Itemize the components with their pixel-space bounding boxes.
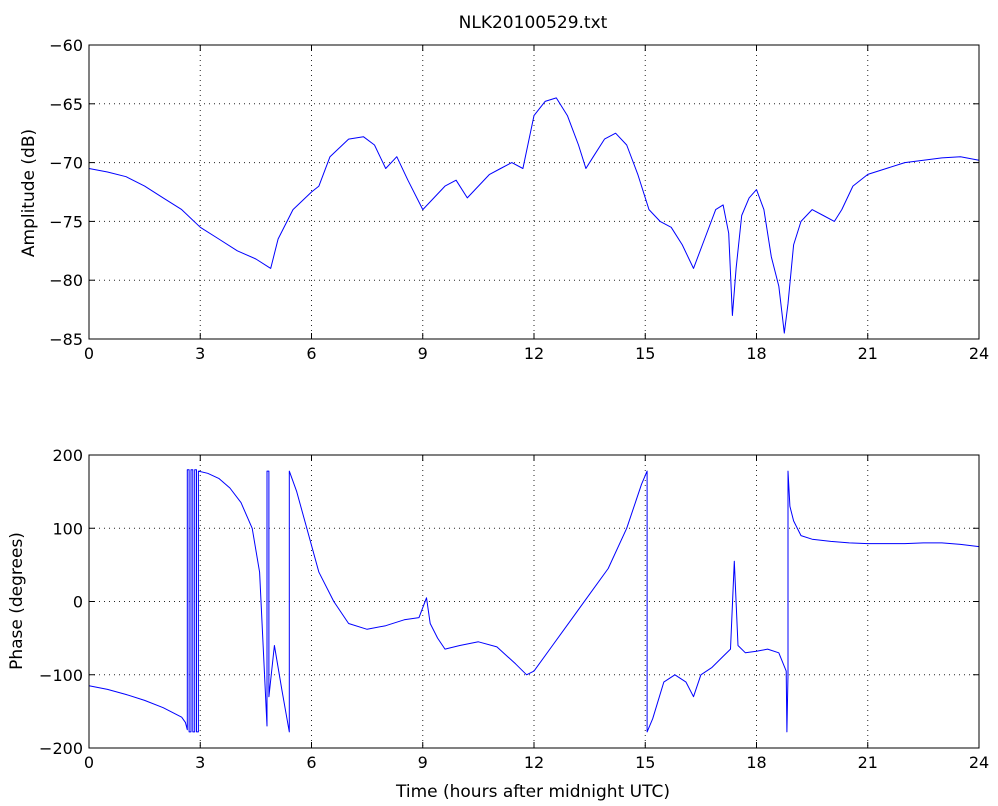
amplitude-y-tick-label: −80 xyxy=(49,271,83,290)
amplitude-x-tick-label: 9 xyxy=(418,344,428,363)
amplitude-x-tick-label: 24 xyxy=(969,344,989,363)
amplitude-x-tick-label: 6 xyxy=(306,344,316,363)
phase-grid xyxy=(89,455,979,748)
phase-series-line-0 xyxy=(88,469,980,733)
phase-x-tick-label: 24 xyxy=(969,753,989,772)
phase-x-tick-label: 15 xyxy=(635,753,655,772)
amplitude-y-tick-label: −85 xyxy=(49,330,83,349)
phase-x-tick-label: 18 xyxy=(746,753,766,772)
amplitude-series-layer xyxy=(88,97,980,334)
amplitude-x-tick-label: 18 xyxy=(746,344,766,363)
phase-panel: 0 3 6 9 12 15 18 21 24 −200 −100 0 100 200 Phase (deg… xyxy=(7,446,989,802)
amplitude-x-tick-label: 3 xyxy=(195,344,205,363)
amplitude-x-tick-label: 12 xyxy=(524,344,544,363)
phase-x-tick-label: 3 xyxy=(195,753,205,772)
phase-x-axis-label: Time (hours after midnight UTC) xyxy=(395,782,670,802)
phase-y-tick-label: −100 xyxy=(39,666,83,685)
amplitude-y-tick-label: −65 xyxy=(49,95,83,114)
chart-title: NLK20100529.txt xyxy=(459,13,608,33)
phase-x-tick-label: 9 xyxy=(418,753,428,772)
amplitude-x-tick-label: 15 xyxy=(635,344,655,363)
amplitude-y-tick-label: −70 xyxy=(49,154,83,173)
phase-x-tick-label: 21 xyxy=(858,753,878,772)
amplitude-x-tick-label: 0 xyxy=(84,344,94,363)
amplitude-y-tick-label: −75 xyxy=(49,212,83,231)
amplitude-y-axis-label: Amplitude (dB) xyxy=(19,129,39,257)
phase-y-tick-label: 100 xyxy=(52,519,83,538)
phase-x-tick-label: 6 xyxy=(306,753,316,772)
phase-x-tick-label: 12 xyxy=(524,753,544,772)
amplitude-x-tick-label: 21 xyxy=(858,344,878,363)
amplitude-y-tick-label: −60 xyxy=(49,36,83,55)
amplitude-series-line-0 xyxy=(88,97,980,334)
amplitude-panel: NLK20100529.txt 0 3 6 9 12 15 18 21 24 −85 −80 −75 −… xyxy=(19,13,989,363)
phase-y-tick-label: 200 xyxy=(52,446,83,465)
phase-ticks: 0 3 6 9 12 15 18 21 24 −200 −100 0 100 200 xyxy=(39,446,989,772)
phase-x-tick-label: 0 xyxy=(84,753,94,772)
amplitude-grid xyxy=(89,45,979,339)
phase-y-tick-label: −200 xyxy=(39,739,83,758)
phase-y-axis-label: Phase (degrees) xyxy=(7,532,27,670)
amplitude-ticks: 0 3 6 9 12 15 18 21 24 −85 −80 −75 −70 −65 −60 xyxy=(49,36,989,363)
phase-series-layer xyxy=(88,469,980,733)
phase-y-tick-label: 0 xyxy=(73,593,83,612)
